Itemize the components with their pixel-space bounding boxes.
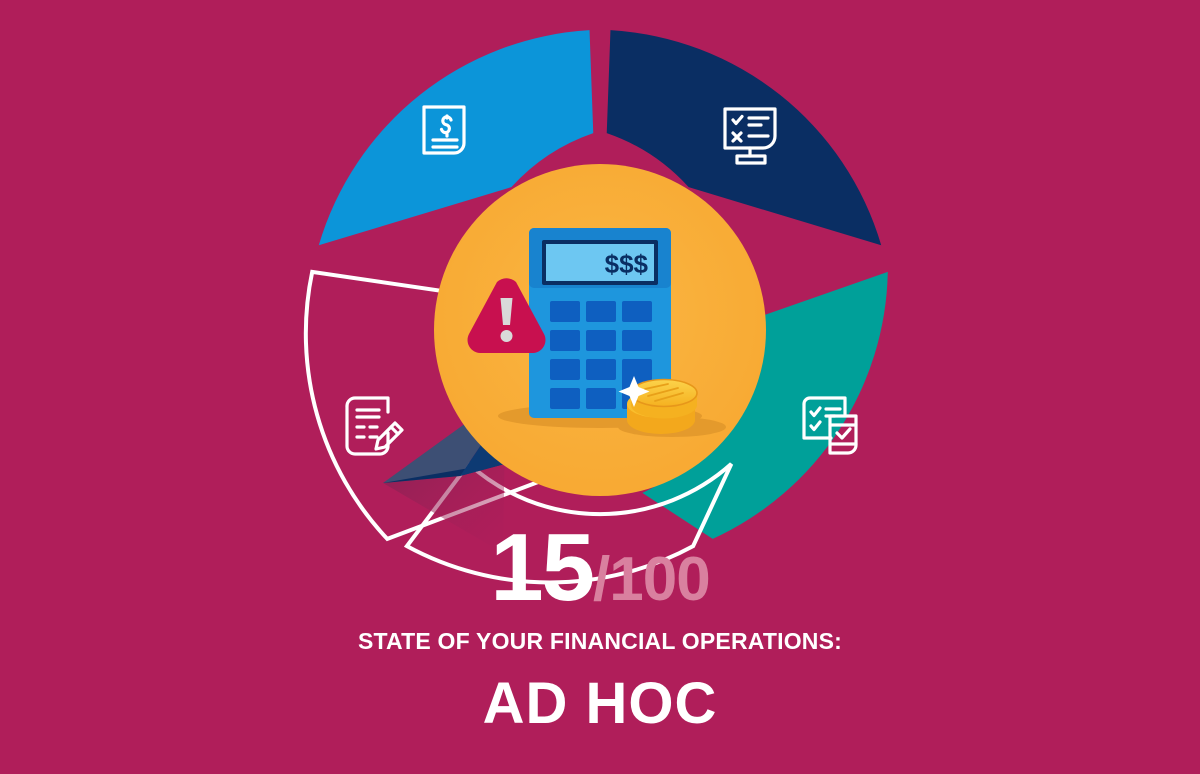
calculator-screen-text: $$$: [605, 249, 649, 279]
caption-label: STATE OF YOUR FINANCIAL OPERATIONS:: [357, 628, 843, 654]
coin-face-lines: [644, 383, 684, 402]
dual-checklist-icon: [802, 396, 858, 455]
warning-exclamation-mark: [500, 298, 513, 325]
calculator-illustration: $$$: [529, 228, 671, 418]
calculator-key: [586, 330, 616, 351]
calculator-key: [586, 359, 616, 380]
warning-exclamation-dot: [500, 330, 513, 342]
calculator-key: [622, 330, 652, 351]
caption-block: STATE OF YOUR FINANCIAL OPERATIONS: AD H…: [0, 628, 1200, 735]
gold-coin-stack-icon: [618, 376, 698, 434]
gauge-ring: [303, 30, 888, 585]
calculator-key: [586, 301, 616, 322]
warning-triangle-icon: [467, 278, 546, 353]
calculator-key: [550, 388, 580, 409]
gauge-segment-approvals-review[interactable]: [606, 30, 882, 246]
calculator-key: [550, 330, 580, 351]
calculator-key: [550, 359, 580, 380]
calculator-key: [622, 301, 652, 322]
calculator-screen: [546, 244, 654, 281]
calculator-key: [550, 301, 580, 322]
gauge-segment-invoice-capture[interactable]: [318, 30, 594, 246]
gauge-segment-payments-compliance[interactable]: [642, 271, 888, 539]
caption-state: AD HOC: [482, 670, 718, 736]
document-pencil-icon: [345, 396, 404, 456]
monitor-checklist-icon: [723, 107, 777, 165]
coin-sparkle-icon: [618, 376, 650, 407]
invoice-dollar-icon: [422, 105, 466, 155]
calculator-key: [586, 388, 616, 409]
